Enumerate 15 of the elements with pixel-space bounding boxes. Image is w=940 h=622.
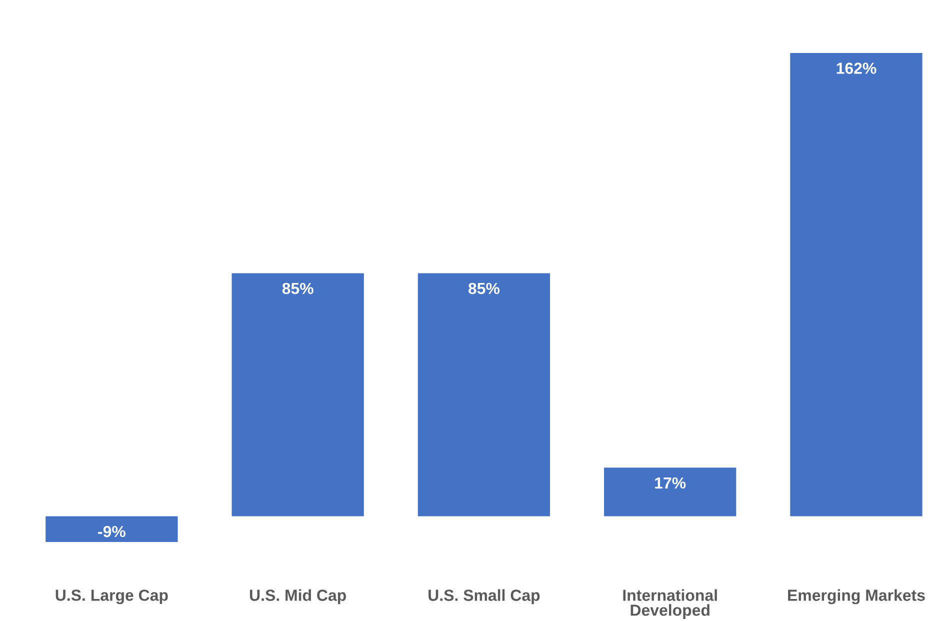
bar xyxy=(232,273,364,516)
data-label: 85% xyxy=(282,282,314,294)
x-tick-label: U.S. Mid Cap xyxy=(250,589,346,604)
bar xyxy=(418,273,550,516)
data-label: -9% xyxy=(98,526,126,538)
x-tick-label: U.S. Large Cap xyxy=(56,590,168,604)
data-label: 17% xyxy=(655,477,686,489)
data-label: 85% xyxy=(468,282,500,294)
bar xyxy=(604,468,736,516)
bar xyxy=(790,53,922,516)
x-tick-label: International Developed xyxy=(623,589,717,619)
x-tick-label: Emerging Markets xyxy=(788,589,925,604)
data-label: 162% xyxy=(836,62,876,74)
x-tick-label: U.S. Small Cap xyxy=(428,589,540,604)
bar xyxy=(46,516,178,542)
